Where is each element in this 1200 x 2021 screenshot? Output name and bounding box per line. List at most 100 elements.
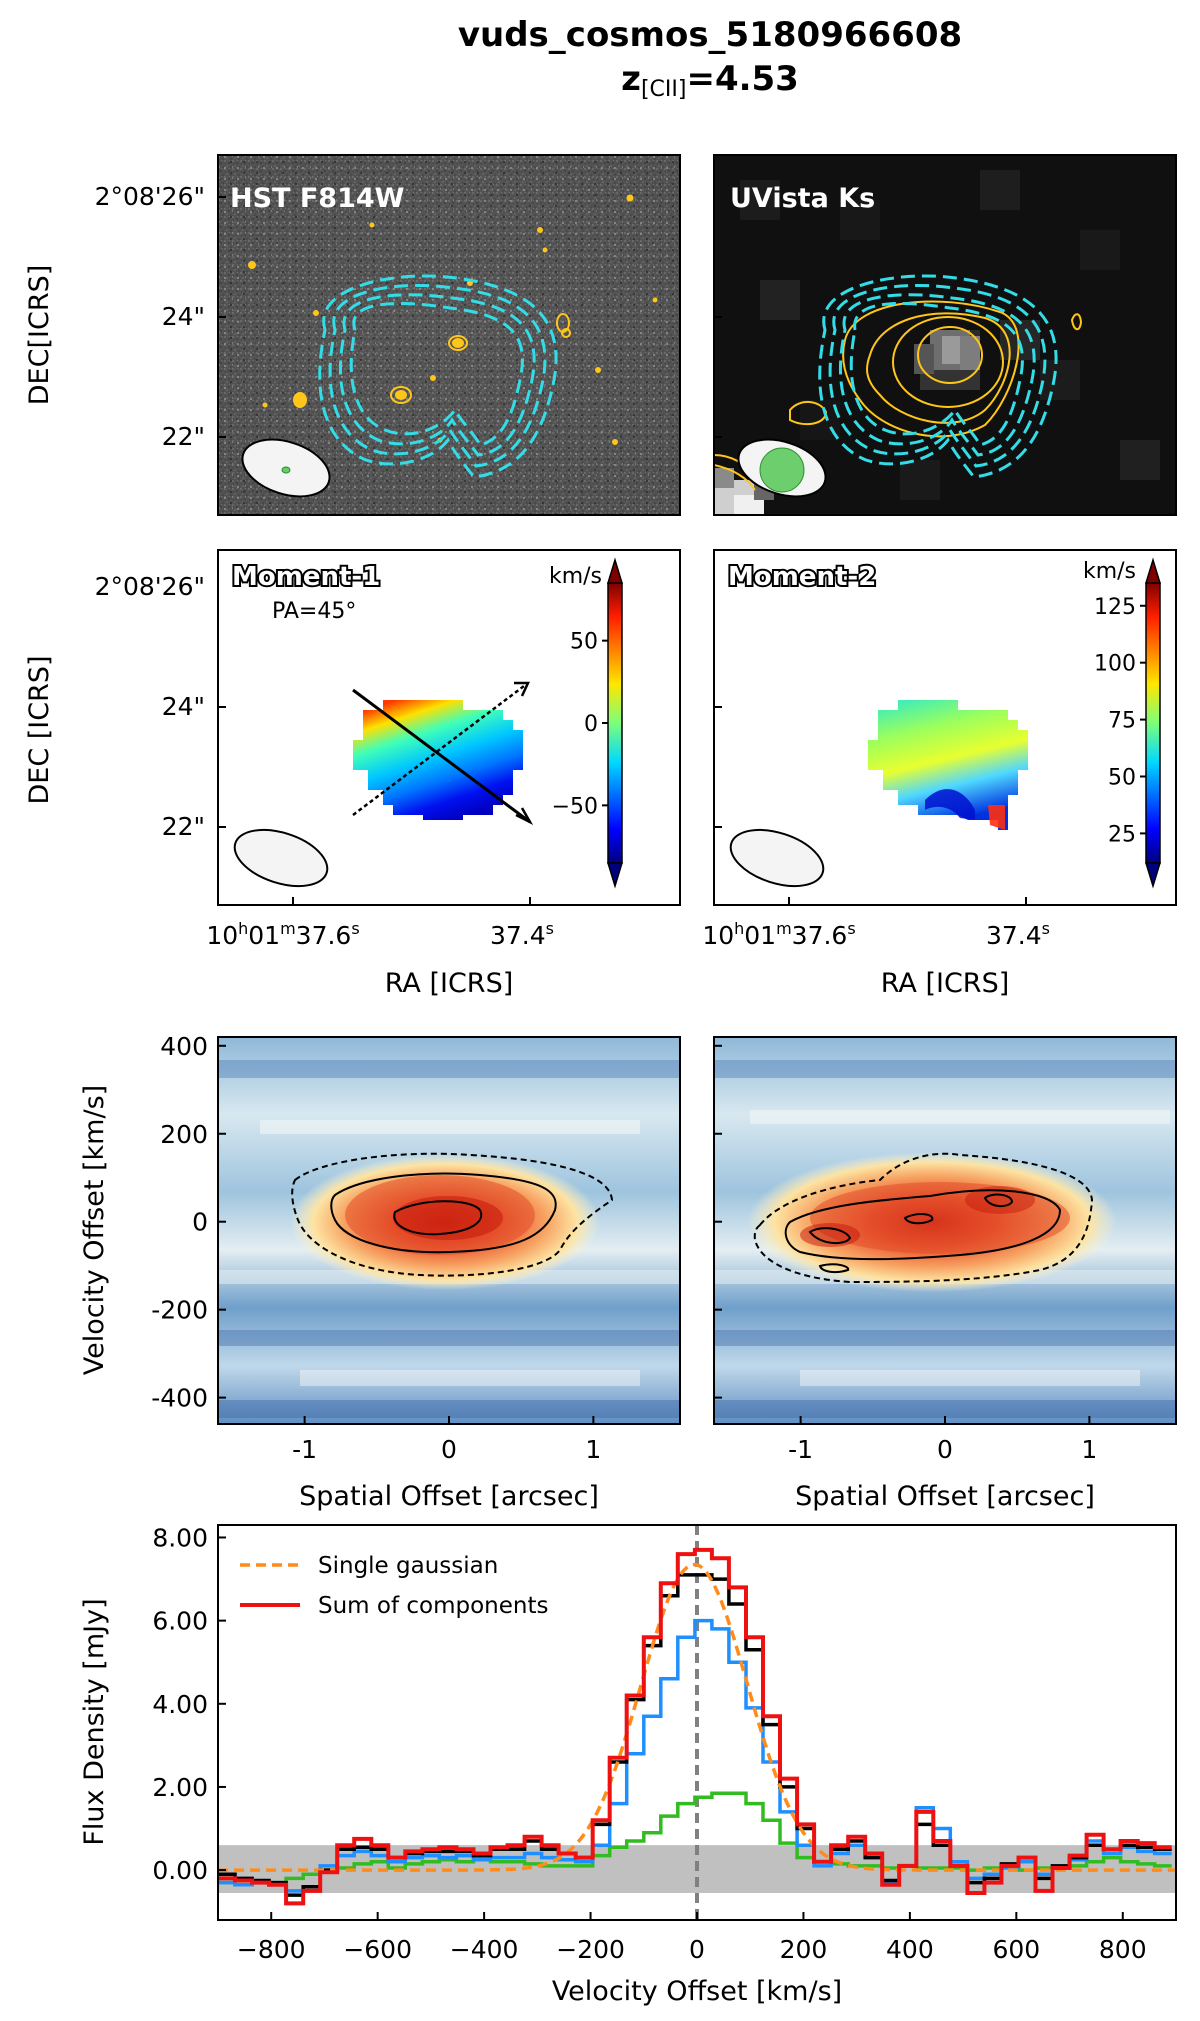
pv-y-tick-label: -400 [151,1384,208,1413]
series-blue-component [218,1618,1172,1893]
pv-y-tick-label: 400 [160,1032,208,1061]
redshift-subscript: [CII] [641,77,687,102]
major-axis-arrowhead [515,807,534,825]
redshift-value: =4.53 [686,59,798,99]
row1-dec-tick-24: 24" [162,302,205,331]
spectrum-ylabel: Flux Density [mJy] [79,1598,110,1845]
pv-major-contours [291,1152,614,1277]
moment2-cb-ticks: 125 100 75 50 25 [1094,595,1146,847]
pv-x-tick-label: 1 [585,1435,601,1464]
moment2-cb-bottom-arrow [1144,862,1162,889]
pv-axes: Velocity Offset [km/s] 400 200 0 -200 -400 -… [79,1032,1097,1512]
row2-ra-tick-left-2: 10h01m37.6s [702,919,855,950]
minor-axis-line [352,682,529,816]
moment2-cb-tick-label: 50 [1108,765,1136,790]
moment2-dispersion-map [868,700,1028,830]
series-single-gaussian [218,1562,1176,1872]
pv-ylabel: Velocity Offset [km/s] [79,1085,110,1375]
spectrum-legend: Single gaussian Sum of components [240,1553,548,1619]
pv-y-tick-label: -200 [151,1296,208,1325]
moment1-velocity-map [353,700,523,820]
row1-dec-axis: DEC[ICRS] 2°08'26" 24" 22" [24,182,722,451]
moment2-beam [729,828,825,888]
moment2-low-dispersion-spot [925,789,975,820]
spectrum-x-tick-label: 200 [780,1935,828,1964]
row2-dec-tick-26: 2°08'26" [95,572,205,601]
spectrum-x-tick-label: 400 [886,1935,934,1964]
minor-axis-arrowhead [514,681,530,697]
row2-ra-tick-left-1: 10h01m37.6s [206,919,359,950]
pv-x-tick-label: 0 [441,1435,457,1464]
uvista-panel: UVista Ks [713,154,1177,516]
hst-yellow-contours [248,194,658,445]
pv-x-tick-label: 0 [937,1435,953,1464]
moment1-panel: Moment-1 PA=45° km/s 50 0 −50 [217,549,681,906]
uvista-yellow-contours [714,300,1083,491]
moment1-cb-tick-label: 50 [570,630,598,655]
pv-x-tick-label: -1 [788,1435,813,1464]
pv-x-tick-label: -1 [292,1435,317,1464]
redshift-label: z[CII]=4.53 [621,59,799,102]
pv-x-ticks-major: -1 0 1 [292,1416,601,1464]
moment1-cb-bottom-arrow [606,862,624,889]
row2-dec-tick-24: 24" [162,692,205,721]
row2-ra-tick-right-1: 37.4s [490,919,554,950]
spectrum-x-tick-label: 600 [992,1935,1040,1964]
pv-x-tick-label: 1 [1081,1435,1097,1464]
moment1-beam [233,828,329,888]
figure-title: vuds_cosmos_5180966608 [458,15,962,55]
moment1-cb-tick-label: −50 [552,794,598,819]
legend-sum-label: Sum of components [318,1593,548,1619]
pv-y-tick-label: 0 [192,1208,208,1237]
spectrum-y-tick-label: 8.00 [152,1523,208,1552]
moment1-colorbar [607,582,623,864]
moment2-cb-top-arrow [1144,557,1162,584]
spectrum-y-ticks: 8.00 6.00 4.00 2.00 0.00 [152,1523,226,1885]
row1-dec-label: DEC[ICRS] [24,265,55,405]
uvista-label: UVista Ks [730,183,875,214]
spectrum-y-tick-label: 2.00 [152,1773,208,1802]
redshift-z: z [621,59,641,99]
spectrum-xlabel: Velocity Offset [km/s] [552,1976,842,2007]
hst-label: HST F814W [230,183,404,214]
hst-panel: HST F814W [217,154,681,516]
pv-xlabel-minor: Spatial Offset [arcsec] [795,1481,1095,1512]
row2-ra-tick-right-2: 37.4s [986,919,1050,950]
spectrum-x-tick-label: 0 [689,1935,705,1964]
pv-y-ticks: 400 200 0 -200 -400 [151,1032,722,1413]
series-sum-of-components [218,1547,1172,1906]
moment2-cb-unit: km/s [1083,559,1136,584]
spectrum-x-tick-label: −800 [237,1935,306,1964]
moment2-panel: Moment-2 km/s 125 100 75 50 25 [713,549,1177,906]
spectrum-x-ticks: −800 −600 −400 −200 0 200 400 600 800 [237,1912,1147,1964]
moment2-colorbar [1145,582,1161,864]
row2-dec-label: DEC [ICRS] [24,655,55,804]
moment2-cb-tick-label: 25 [1108,822,1136,847]
spectrum-y-tick-label: 6.00 [152,1607,208,1636]
uvista-beam [737,438,827,498]
pv-x-ticks-minor: -1 0 1 [788,1416,1097,1464]
moment1-cb-unit: km/s [549,564,602,589]
uvista-cyan-contours [818,274,1058,479]
pv-minor-contours [753,1152,1094,1284]
hst-beam [241,438,331,498]
moment1-cb-top-arrow [606,557,624,584]
row2-dec-tick-22: 22" [162,812,205,841]
spectrum-y-tick-label: 0.00 [152,1856,208,1885]
uvista-pixels [714,170,1160,515]
spectrum-x-tick-label: −200 [556,1935,625,1964]
moment1-cb-ticks: 50 0 −50 [552,630,608,819]
spectrum-y-tick-label: 4.00 [152,1690,208,1719]
pv-y-tick-label: 200 [160,1120,208,1149]
pv-panel-major [217,1036,681,1425]
row2-ra-label-2: RA [ICRS] [881,968,1010,999]
row1-dec-tick-22: 22" [162,422,205,451]
moment2-cb-tick-label: 75 [1108,709,1136,734]
spectrum-x-tick-label: 800 [1099,1935,1147,1964]
moment1-label: Moment-1 [232,562,380,592]
major-axis-line [352,688,531,824]
row2-ra-label-1: RA [ICRS] [385,968,514,999]
moment2-label: Moment-2 [728,562,876,592]
pa-label: PA=45° [272,599,356,624]
pv-panel-minor [713,1036,1177,1425]
